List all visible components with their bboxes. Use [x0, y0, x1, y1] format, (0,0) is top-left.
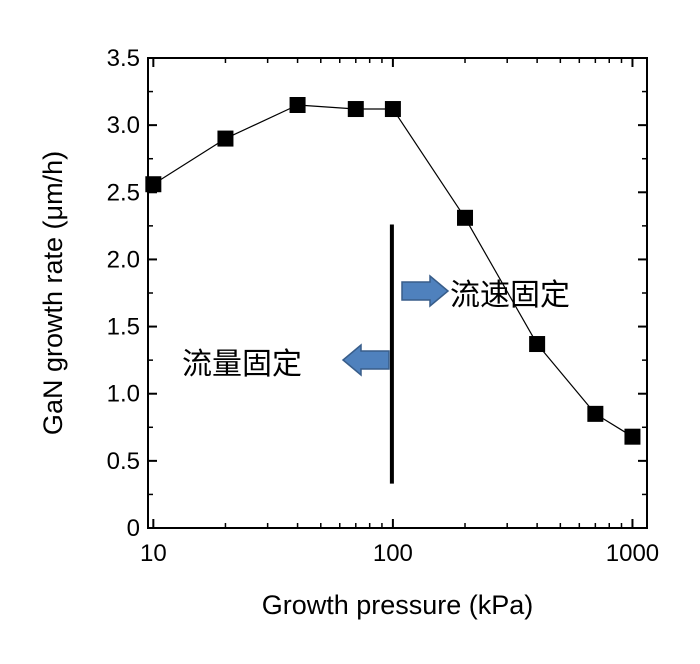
data-point	[529, 336, 546, 353]
series-line-group	[153, 104, 633, 438]
y-tick-label: 0	[127, 515, 140, 542]
y-tick-label: 2.0	[107, 246, 140, 273]
left-arrow-icon	[341, 343, 390, 377]
axis-ticks: 0 0.5 1.0 1.5 2.0 2.5 3.0 3.5 10 100 1000	[107, 45, 660, 567]
annotation-flow-velocity-fixed: 流速固定	[450, 278, 570, 313]
data-point	[587, 405, 604, 422]
series-segment	[464, 217, 538, 345]
series-segment	[392, 108, 466, 219]
y-tick-label: 0.5	[107, 448, 140, 475]
y-tick-label: 2.5	[107, 179, 140, 206]
series-segment	[153, 138, 226, 185]
series-segment	[297, 104, 356, 110]
series-segment	[225, 104, 298, 140]
data-point	[217, 130, 234, 147]
x-tick-label: 10	[140, 540, 167, 567]
data-point	[457, 209, 474, 226]
y-axis-title: GaN growth rate (μm/h)	[38, 151, 68, 435]
data-point	[384, 101, 401, 118]
annotation-flow-rate-fixed: 流量固定	[182, 347, 302, 382]
x-axis-title: Growth pressure (kPa)	[262, 590, 534, 620]
data-point	[289, 97, 306, 113]
plot-frame	[147, 57, 648, 529]
data-point	[624, 428, 641, 445]
x-tick-label: 1000	[606, 540, 659, 567]
y-tick-label: 3.5	[107, 45, 140, 72]
y-tick-label: 3.0	[107, 112, 140, 139]
y-tick-label: 1.5	[107, 314, 140, 341]
x-tick-label: 100	[373, 540, 413, 567]
right-arrow-icon	[401, 274, 450, 308]
series-segment	[536, 343, 596, 415]
series-points	[145, 97, 641, 445]
data-point	[145, 176, 162, 193]
y-tick-label: 1.0	[107, 381, 140, 408]
data-point	[347, 101, 364, 118]
